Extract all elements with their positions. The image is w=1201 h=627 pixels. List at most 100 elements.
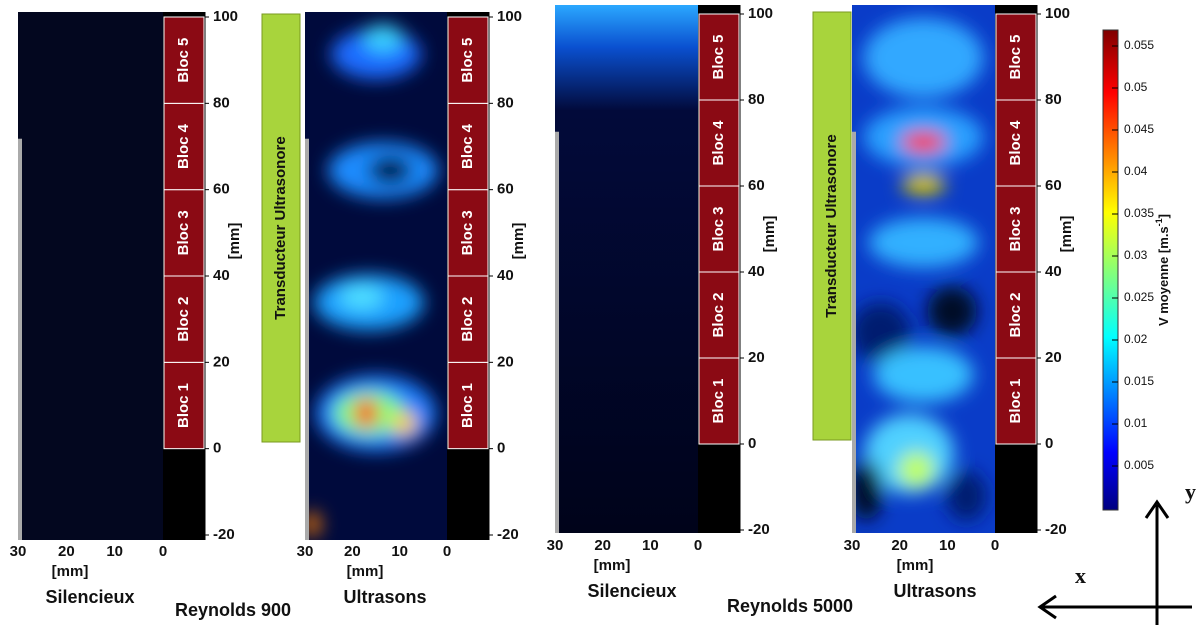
y-tick-label: 20 — [497, 353, 514, 370]
block-label: Bloc 3 — [1007, 206, 1024, 251]
block-label: Bloc 1 — [175, 383, 192, 428]
velocity-blob — [368, 156, 413, 185]
group-label: Reynolds 900 — [175, 600, 291, 620]
y-axis-label: [mm] — [510, 223, 527, 260]
x-axis-label: [mm] — [897, 557, 934, 574]
y-axis-letter: y — [1185, 479, 1196, 504]
block-label: Bloc 3 — [459, 210, 476, 255]
velocity-blob — [392, 411, 417, 436]
heatmap — [555, 5, 698, 533]
transducer — [812, 11, 852, 441]
y-tick-label: -20 — [748, 521, 770, 538]
velocity-blob — [339, 285, 384, 310]
x-tick-label: 20 — [344, 543, 361, 560]
x-tick-label: 30 — [547, 537, 564, 554]
y-tick-label: -20 — [213, 526, 235, 543]
x-tick-label: 20 — [891, 537, 908, 554]
x-tick-label: 20 — [594, 537, 611, 554]
y-tick-label: 100 — [497, 8, 522, 25]
heatmap — [18, 12, 163, 540]
y-tick-label: 60 — [213, 181, 230, 198]
y-tick-label: 20 — [748, 349, 765, 366]
x-tick-label: 0 — [159, 543, 167, 560]
block-label: Bloc 2 — [710, 292, 727, 337]
y-tick-label: 0 — [213, 440, 221, 457]
panel-caption: Silencieux — [45, 587, 134, 607]
block-label: Bloc 1 — [459, 383, 476, 428]
y-tick-label: 40 — [213, 267, 230, 284]
block — [698, 185, 740, 273]
velocity-blob — [852, 460, 883, 521]
block-label: Bloc 4 — [175, 123, 192, 169]
x-axis-letter: x — [1075, 563, 1086, 588]
x-tick-label: 10 — [939, 537, 956, 554]
block-label: Bloc 4 — [1007, 120, 1024, 166]
velocity-blob — [901, 174, 946, 195]
transducer — [261, 13, 301, 443]
y-tick-label: 40 — [497, 267, 514, 284]
heatmap-blobs — [305, 24, 439, 537]
colorbar-label: V moyenne [m.s-1] — [1154, 214, 1171, 326]
y-tick-label: 100 — [213, 8, 238, 25]
y-tick-label: -20 — [1045, 521, 1067, 538]
edge-stripe — [305, 138, 309, 540]
x-tick-label: 10 — [391, 543, 408, 560]
y-arrow-head — [1144, 499, 1170, 519]
y-axis-label: [mm] — [226, 223, 243, 260]
colorbar — [1102, 29, 1119, 511]
y-axis-label: [mm] — [761, 216, 778, 253]
panel-caption: Ultrasons — [343, 587, 426, 607]
x-tick-label: 0 — [443, 543, 451, 560]
block — [447, 275, 489, 363]
y-tick-label: 0 — [748, 435, 756, 452]
y-tick-label: 0 — [1045, 435, 1053, 452]
y-tick-label: 20 — [213, 353, 230, 370]
colorbar-tick-label: 0.025 — [1124, 290, 1154, 304]
colorbar-tick-label: 0.02 — [1124, 332, 1148, 346]
y-tick-label: 80 — [748, 91, 765, 108]
y-tick-label: 100 — [1045, 5, 1070, 22]
y-tick-label: 60 — [497, 181, 514, 198]
velocity-blob — [868, 217, 979, 268]
block-label: Bloc 5 — [1007, 34, 1024, 79]
panel-caption: Silencieux — [587, 581, 676, 601]
velocity-blob — [898, 451, 935, 488]
velocity-blob — [946, 471, 987, 522]
block — [995, 13, 1037, 101]
y-tick-label: -20 — [497, 526, 519, 543]
velocity-blob — [927, 286, 978, 337]
transducer-label: Transducteur Ultrasonore — [272, 136, 289, 319]
block — [698, 13, 740, 101]
block-label: Bloc 2 — [1007, 292, 1024, 337]
block — [698, 271, 740, 359]
y-tick-label: 40 — [1045, 263, 1062, 280]
block — [163, 16, 205, 104]
block-label: Bloc 5 — [710, 34, 727, 79]
y-tick-label: 100 — [748, 5, 773, 22]
velocity-blob — [363, 24, 404, 53]
block — [163, 102, 205, 191]
y-tick-label: 60 — [748, 177, 765, 194]
group-label: Reynolds 5000 — [727, 596, 853, 616]
block — [995, 185, 1037, 273]
velocity-blob — [852, 302, 911, 363]
block — [995, 271, 1037, 359]
y-tick-label: 40 — [748, 263, 765, 280]
x-tick-label: 0 — [694, 537, 702, 554]
block-label: Bloc 5 — [459, 38, 476, 83]
colorbar-tick-label: 0.03 — [1124, 248, 1148, 262]
block — [995, 99, 1037, 187]
x-tick-label: 30 — [844, 537, 861, 554]
block-label: Bloc 1 — [1007, 378, 1024, 423]
y-tick-label: 80 — [213, 94, 230, 111]
velocity-blob — [863, 17, 984, 98]
block — [698, 357, 740, 445]
velocity-blob — [873, 346, 974, 403]
block — [447, 16, 489, 104]
colorbar-tick-label: 0.015 — [1124, 374, 1154, 388]
colorbar-tick-label: 0.05 — [1124, 80, 1148, 94]
block-label: Bloc 3 — [710, 206, 727, 251]
x-axis-label: [mm] — [594, 557, 631, 574]
colorbar-tick-label: 0.01 — [1124, 416, 1148, 430]
